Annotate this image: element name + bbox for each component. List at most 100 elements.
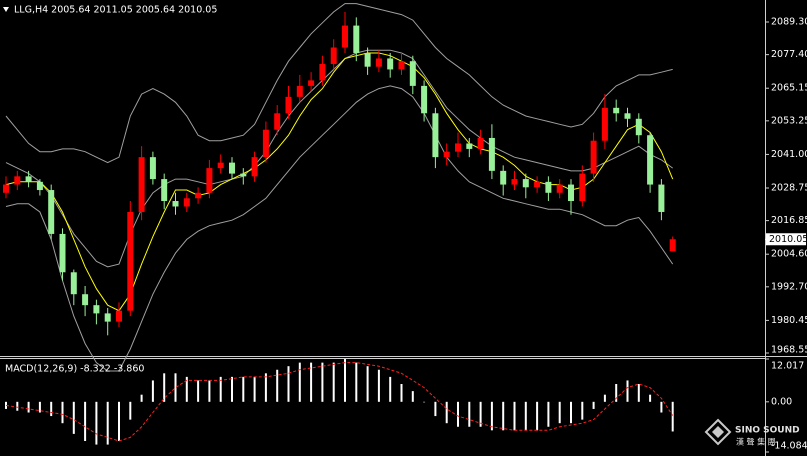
candle-body	[342, 25, 348, 48]
macd-bar	[163, 373, 166, 402]
macd-bar	[524, 401, 527, 431]
y-tick-label: 12.017	[771, 361, 804, 372]
upper-band	[5, 3, 673, 164]
macd-bar	[344, 359, 346, 402]
candle-body	[635, 118, 642, 136]
lower-band	[5, 85, 674, 372]
macd-bar	[118, 401, 120, 442]
candle-body	[590, 140, 597, 174]
macd-bar	[231, 376, 233, 402]
macd-bar	[592, 401, 595, 409]
macd-bar	[219, 376, 222, 402]
macd-bar	[649, 394, 652, 402]
current-price-box	[766, 233, 806, 246]
macd-bar	[253, 376, 256, 402]
macd-bar	[287, 366, 290, 402]
candle-body	[161, 179, 168, 202]
macd-bar	[615, 384, 618, 402]
candle-body	[296, 85, 303, 97]
candle-body	[172, 201, 179, 207]
macd-bar	[434, 401, 437, 417]
macd-bar	[479, 401, 482, 427]
macd-bar	[637, 384, 640, 402]
candle-body	[387, 58, 394, 70]
macd-bar	[660, 401, 663, 413]
candle-body	[229, 162, 235, 174]
macd-bar	[513, 401, 516, 431]
signal-line	[5, 362, 674, 442]
menu-triangle	[3, 7, 9, 12]
macd-bar	[197, 380, 200, 402]
candle-body	[3, 184, 9, 193]
candle-body	[522, 179, 529, 188]
logo-name: SINO SOUND	[735, 426, 800, 436]
macd-bar	[581, 401, 584, 420]
candle-body	[59, 233, 66, 273]
y-tick-label: 2004.60	[771, 249, 807, 260]
macd-bar	[536, 401, 539, 431]
macd-bar	[72, 401, 75, 434]
macd-bar	[310, 362, 313, 402]
macd-bar	[332, 362, 335, 402]
candle-body	[647, 135, 654, 185]
macd-bar	[570, 401, 572, 424]
candle-body	[579, 173, 586, 202]
macd-bar	[264, 373, 267, 402]
candle-body	[149, 157, 156, 180]
macd-bar	[457, 401, 459, 427]
candle-body	[511, 179, 518, 185]
y-tick-label: 2016.85	[771, 215, 807, 226]
candle-body	[364, 52, 371, 67]
candle-body	[262, 129, 269, 158]
candle-body	[48, 190, 55, 234]
macd-bar	[208, 380, 211, 402]
candle-body	[421, 85, 428, 114]
macd-bar	[298, 362, 301, 402]
chart-title: LLG,H4 2005.64 2011.05 2005.64 2010.05	[14, 5, 217, 16]
y-tick-label: 2028.75	[771, 182, 807, 193]
candle-body	[206, 168, 213, 193]
candle-body	[398, 61, 405, 70]
logo: SINO SOUND 漢 聲 集 團	[704, 418, 800, 447]
y-tick-label: 2089.30	[771, 17, 807, 28]
candle-body	[488, 137, 495, 171]
candle-body	[308, 80, 315, 86]
candle-body	[251, 157, 258, 177]
y-tick-label: 2053.25	[771, 115, 807, 126]
macd-title: MACD(12,26,9) -8.322 -3.860	[5, 364, 144, 375]
y-tick-label: 1968.55	[771, 345, 807, 356]
candle-body	[36, 181, 43, 191]
macd-bar	[355, 362, 358, 402]
macd-bar	[61, 401, 64, 424]
candle-body	[568, 184, 574, 202]
candle-body	[116, 310, 122, 322]
candle-body	[375, 58, 382, 67]
macd-bar	[626, 380, 629, 402]
macd-bar	[50, 401, 53, 417]
candle-body	[93, 305, 100, 314]
candle-body	[658, 184, 665, 212]
candle-body	[432, 113, 439, 158]
macd-bar	[490, 401, 493, 431]
logo-icon	[712, 426, 724, 438]
candle-body	[556, 184, 563, 193]
candle-body	[127, 211, 134, 311]
candle-body	[183, 198, 190, 207]
macd-bar	[400, 384, 403, 402]
macd-bar	[389, 376, 392, 402]
y-tick-label: 0.00	[771, 396, 792, 407]
macd-bar	[468, 401, 471, 427]
macd-bar	[27, 401, 30, 413]
macd-bar	[547, 401, 550, 427]
macd-bar	[377, 369, 380, 402]
macd-bar	[423, 401, 426, 403]
macd-bar	[16, 401, 19, 411]
candle-body	[353, 25, 360, 53]
candle-body	[138, 157, 145, 212]
macd-bar	[366, 366, 369, 402]
logo-icon	[704, 418, 732, 446]
macd-bar	[84, 401, 87, 442]
candle-body	[669, 239, 676, 252]
